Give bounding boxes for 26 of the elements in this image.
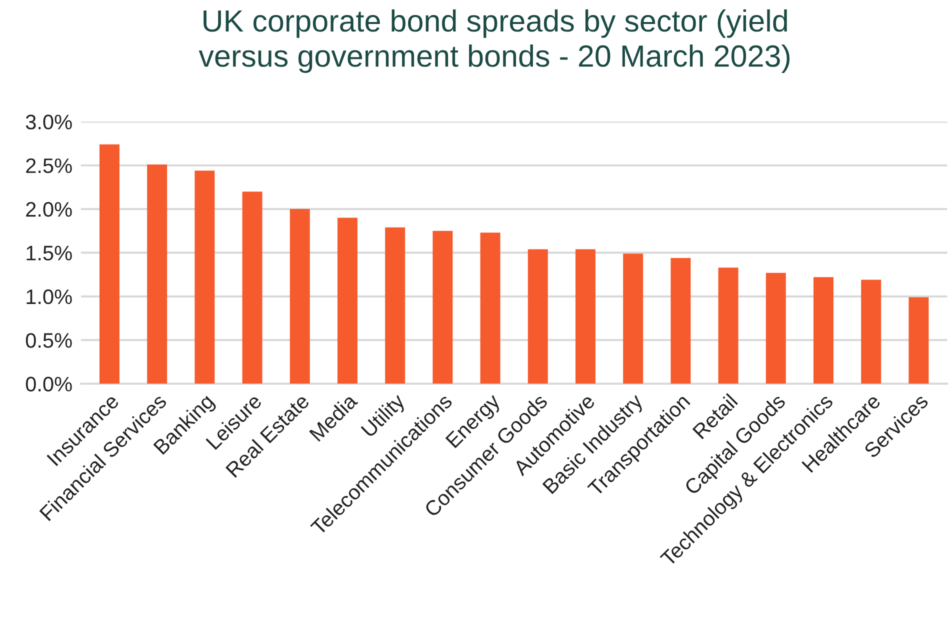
bar	[337, 218, 358, 384]
bar	[575, 249, 596, 384]
bar	[290, 209, 310, 384]
bar	[242, 192, 262, 384]
chart-title: UK corporate bond spreads by sector (yield versus government bonds - 20 March 2023)	[198, 9, 790, 73]
y-tick-label: 1.0%	[26, 289, 72, 304]
y-tick-label: 0.0%	[26, 376, 72, 392]
bar	[432, 230, 453, 384]
bar	[385, 227, 406, 384]
bar	[528, 249, 548, 384]
bar	[670, 258, 691, 384]
bar	[908, 297, 929, 384]
bar	[718, 268, 738, 384]
bar	[861, 280, 882, 384]
bar	[194, 170, 215, 384]
y-tick-label: 0.5%	[26, 333, 72, 348]
bar	[99, 144, 120, 384]
y-tick-label: 2.5%	[26, 158, 72, 174]
y-tick-label: 1.5%	[26, 246, 72, 260]
y-tick-label: 3.0%	[26, 114, 72, 130]
y-tick-label: 2.0%	[26, 202, 72, 217]
bar	[623, 254, 644, 384]
bar	[813, 277, 834, 384]
bar	[480, 232, 500, 384]
bar	[147, 164, 168, 384]
bar	[766, 272, 786, 384]
